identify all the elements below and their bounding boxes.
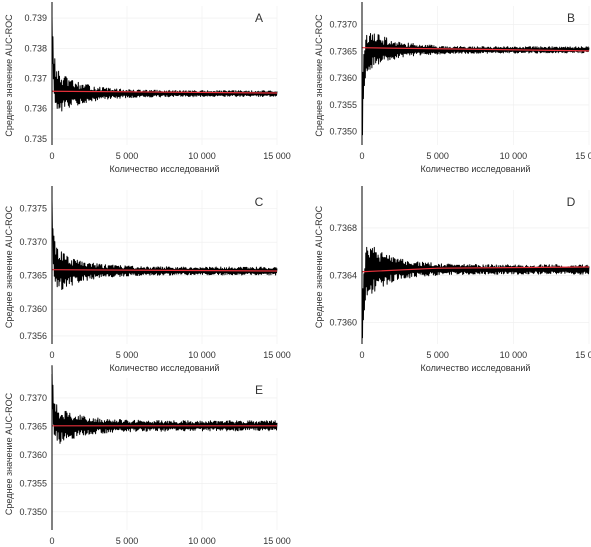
panel-c: 0 5 000 10 000 15 000 0.7356 0.7360 0.7365 0.73… — [4, 186, 291, 373]
fit-line — [51, 90, 278, 94]
panel-e: 0 5 000 10 000 15 000 0.7350 0.7355 0.7360 0.73… — [4, 365, 291, 546]
x-tick-label: 15 000 — [575, 151, 591, 161]
y-tick-label: 0.7365 — [19, 271, 47, 281]
y-axis-title: Среднее значение AUC-ROC — [4, 392, 14, 515]
y-tick-label: 0.7365 — [19, 421, 47, 431]
x-tick-label: 5 000 — [116, 536, 139, 546]
x-tick-label: 0 — [359, 151, 364, 161]
panel-b: 0 5 000 10 000 15 000 0.7350 0.7355 0.7360 0.73… — [314, 2, 591, 174]
panel-letter: E — [255, 383, 263, 397]
y-tick-label: 0.7355 — [329, 100, 357, 110]
y-tick-label: 0.7356 — [19, 331, 47, 341]
y-tick-label: 0.7350 — [329, 127, 357, 137]
running-mean-trace — [51, 365, 278, 444]
panel-letter: D — [567, 195, 576, 209]
running-mean-trace — [361, 33, 590, 136]
x-tick-label: 10 000 — [500, 151, 528, 161]
x-tick-label: 10 000 — [188, 151, 216, 161]
y-tick-label: 0.7370 — [19, 237, 47, 247]
y-tick-label: 0.7365 — [329, 46, 357, 56]
y-axis-title: Среднее значение AUC-ROC — [314, 14, 324, 137]
y-tick-label: 0.7370 — [329, 20, 357, 30]
x-axis-title: Количество исследований — [421, 363, 531, 373]
y-tick-label: 0.7350 — [19, 507, 47, 517]
panel-letter: B — [567, 11, 575, 25]
x-axis-title: Количество исследований — [110, 363, 220, 373]
y-axis-title: Среднее значение AUC-ROC — [4, 14, 14, 137]
panel-letter: A — [255, 11, 263, 25]
x-tick-label: 0 — [49, 536, 54, 546]
panel-letter: C — [255, 195, 264, 209]
fit-line — [51, 269, 278, 272]
x-tick-label: 10 000 — [500, 350, 528, 360]
y-tick-label: 0.739 — [24, 13, 47, 23]
x-tick-label: 10 000 — [188, 536, 216, 546]
x-tick-label: 15 000 — [575, 350, 591, 360]
x-axis-title: Количество исследований — [110, 164, 220, 174]
y-tick-label: 0.738 — [24, 43, 47, 53]
y-tick-label: 0.7360 — [329, 73, 357, 83]
running-mean-trace — [51, 199, 278, 290]
y-tick-label: 0.7375 — [19, 204, 47, 214]
x-tick-label: 5 000 — [116, 151, 139, 161]
y-axis-title: Среднее значение AUC-ROC — [4, 205, 14, 328]
x-tick-label: 0 — [49, 350, 54, 360]
y-tick-label: 0.7370 — [19, 393, 47, 403]
x-tick-label: 15 000 — [263, 536, 291, 546]
y-tick-label: 0.735 — [24, 134, 47, 144]
x-tick-label: 5 000 — [426, 151, 449, 161]
y-tick-label: 0.7360 — [329, 318, 357, 328]
fit-line — [361, 266, 590, 273]
x-tick-label: 15 000 — [263, 151, 291, 161]
y-tick-label: 0.7360 — [19, 450, 47, 460]
y-tick-label: 0.7368 — [329, 223, 357, 233]
y-tick-label: 0.737 — [24, 74, 47, 84]
x-tick-label: 5 000 — [116, 350, 139, 360]
y-tick-label: 0.736 — [24, 104, 47, 114]
y-tick-label: 0.7364 — [329, 270, 357, 280]
x-tick-label: 0 — [359, 350, 364, 360]
x-tick-label: 5 000 — [426, 350, 449, 360]
x-tick-label: 10 000 — [188, 350, 216, 360]
fit-line — [361, 47, 590, 52]
panel-d: 0 5 000 10 000 15 000 0.7360 0.7364 0.7368 Коли… — [314, 186, 591, 373]
y-tick-label: 0.7360 — [19, 304, 47, 314]
running-mean-trace — [361, 246, 590, 339]
x-tick-label: 0 — [49, 151, 54, 161]
x-axis-title: Количество исследований — [421, 164, 531, 174]
x-tick-label: 15 000 — [263, 350, 291, 360]
y-tick-label: 0.7355 — [19, 478, 47, 488]
running-mean-trace — [51, 16, 278, 112]
y-axis-title: Среднее значение AUC-ROC — [314, 205, 324, 328]
panel-a: 0 5 000 10 000 15 000 0.735 0.736 0.737 0.738 0.… — [4, 2, 291, 174]
